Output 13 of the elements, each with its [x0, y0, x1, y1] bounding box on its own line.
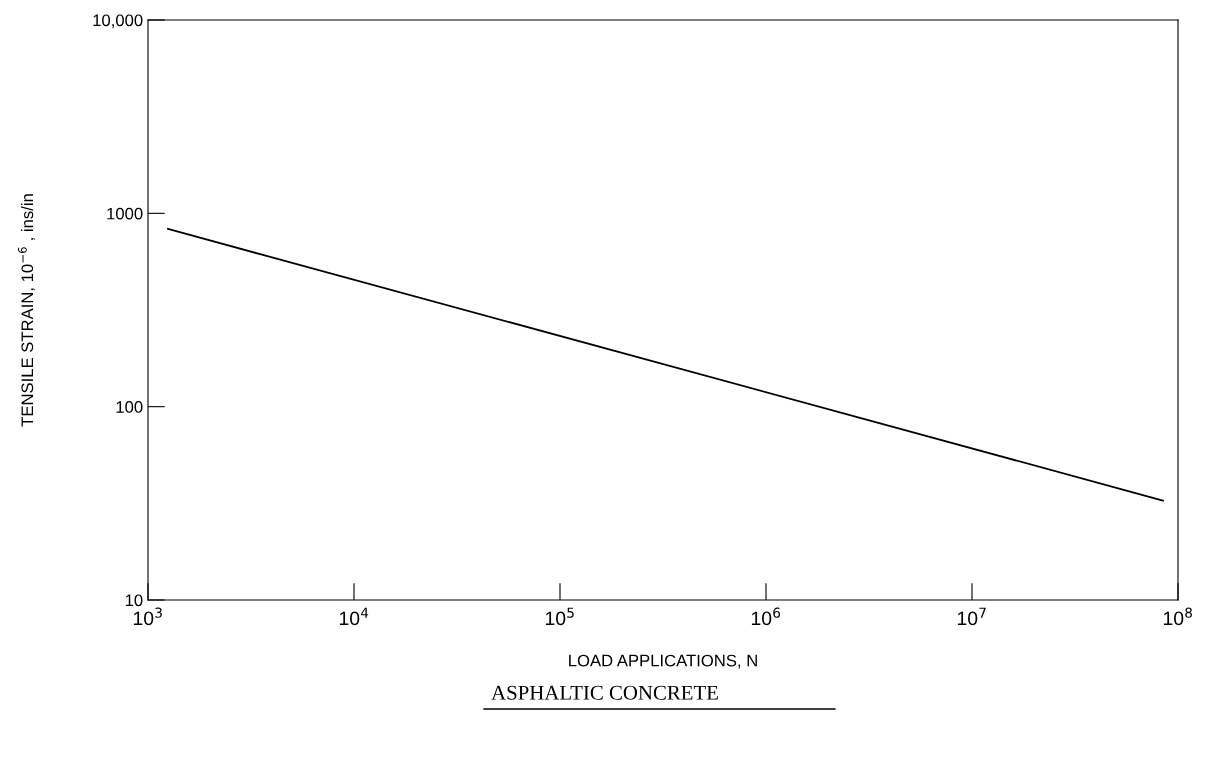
y-tick-label: 1000 [107, 207, 143, 220]
y-tick-label: 10 [125, 594, 143, 607]
text: ASPHALTIC CONCRETE [491, 685, 718, 700]
x-axis-title: LOAD APPLICATIONS, N [569, 654, 757, 669]
x-tick-label: 10$^{3}$ [133, 607, 162, 626]
y-tick-label: 10,000 [93, 14, 143, 29]
x-tick-label: 10$^{5}$ [545, 607, 574, 626]
x-tick-label: 10$^{4}$ [339, 607, 369, 626]
x-tick-label: 10$^{8}$ [1163, 607, 1192, 626]
y-tick-label: 100 [116, 401, 143, 413]
y-axis-title: TENSILE STRAIN, 10$^{−6}$ , ins/in [17, 194, 36, 427]
x-tick-label: 10$^{6}$ [751, 607, 781, 626]
x-tick-label: 10$^{7}$ [957, 607, 986, 626]
